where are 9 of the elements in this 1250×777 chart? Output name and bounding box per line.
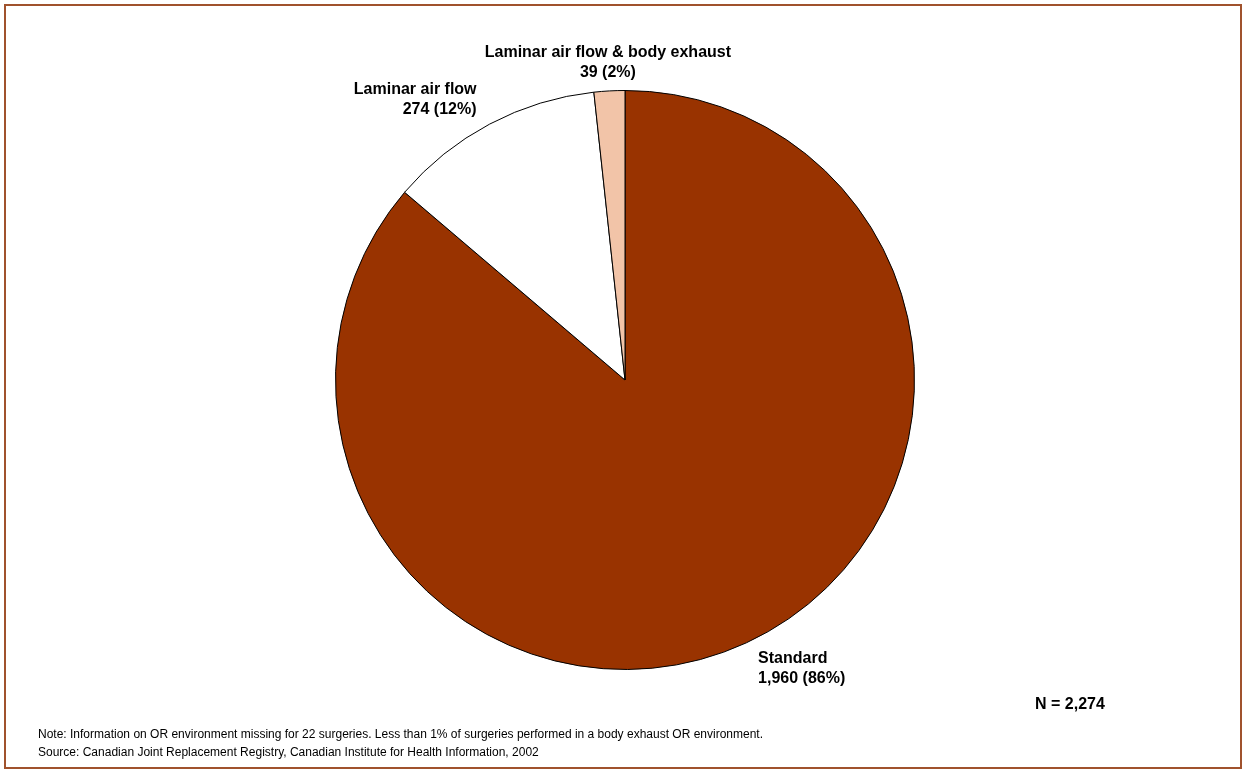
- slice-label: Laminar air flow: [353, 79, 478, 97]
- text: Note: Information on OR environment missing for 22 surgeries. Less than 1% of surgeries performed in a body exhaust OR environment.: [38, 727, 764, 741]
- data-label: 274 (12%): [402, 99, 477, 117]
- data-label: 39 (2%): [579, 63, 636, 81]
- data-label: 1,960 (86%): [758, 668, 846, 686]
- text: N = 2,274: [1035, 695, 1105, 713]
- slice-label: Standard: [758, 648, 828, 666]
- source-note: Source: Canadian Joint Replacement Registry, Canadian Institute for Health Information, 2002: [38, 745, 539, 759]
- slice-label: Laminar air flow & body exhaust: [484, 43, 732, 61]
